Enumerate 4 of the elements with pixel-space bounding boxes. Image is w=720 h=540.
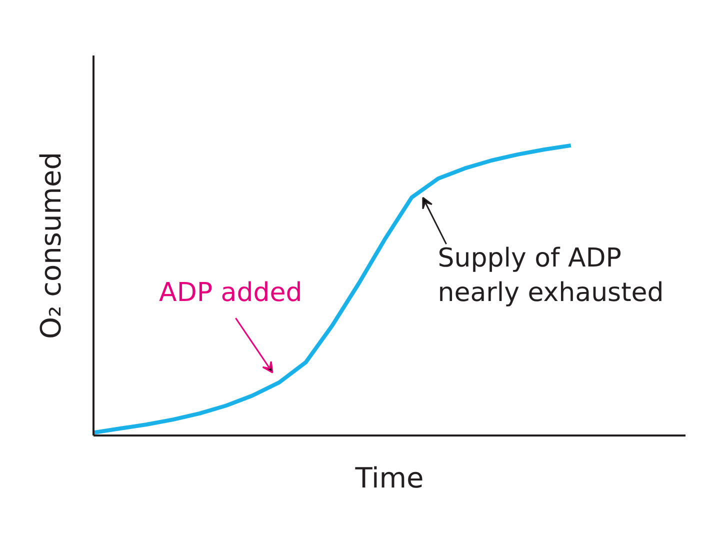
x-axis-title: Time <box>354 462 424 494</box>
annotation: Supply of ADP nearly exhausted <box>438 243 664 308</box>
y-axis-title: O₂ consumed <box>34 152 68 340</box>
annotation: ADP added <box>159 278 302 308</box>
